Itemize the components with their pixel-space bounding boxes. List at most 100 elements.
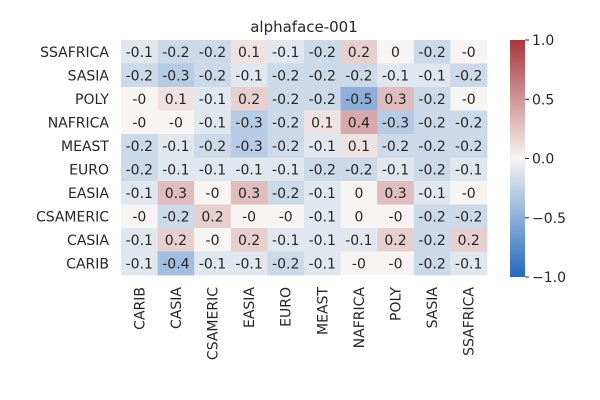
cell-value-label: -0 (132, 209, 146, 225)
cell-value-label: -0.2 (455, 209, 482, 225)
cell-value-label: -0.2 (345, 162, 372, 178)
cell-value-label: -0.2 (418, 209, 445, 225)
cell-value-label: -0.2 (418, 45, 445, 61)
cell-value-label: -0.3 (235, 115, 262, 131)
cell-value-label: -0.3 (235, 139, 262, 155)
cell-value-label: -0.2 (309, 92, 336, 108)
cell-value-label: -0.1 (345, 233, 372, 249)
cell-value-label: 0.1 (165, 92, 187, 108)
row-tick-label: EASIA (68, 186, 109, 202)
column-tick-label: CASIA (169, 287, 185, 329)
cell-value-label: -0.2 (272, 186, 299, 202)
cell-value-label: -0.5 (345, 92, 372, 108)
cell-value-label: 0.2 (238, 92, 260, 108)
cell-value-label: -0.1 (309, 209, 336, 225)
column-tick-label: EASIA (242, 287, 258, 328)
cell-value-label: -0.2 (272, 68, 299, 84)
cell-value-label: -0.2 (345, 68, 372, 84)
cell-value-label: -0.2 (382, 139, 409, 155)
row-tick-label: SSAFRICA (40, 45, 109, 61)
cell-value-label: -0 (389, 256, 403, 272)
cell-value-label: 0.2 (201, 209, 223, 225)
cell-value-label: 0.3 (165, 186, 187, 202)
cell-value-label: 0.2 (458, 233, 480, 249)
cell-value-label: -0.1 (126, 45, 153, 61)
cell-value-label: -0.2 (199, 68, 226, 84)
cell-value-label: -0.1 (309, 256, 336, 272)
cell-value-label: -0 (279, 209, 293, 225)
cell-value-label: -0 (389, 209, 403, 225)
colorbar-tick-label: 1.0 (532, 33, 554, 49)
cell-value-label: 0.2 (165, 233, 187, 249)
cell-value-label: 0 (354, 186, 363, 202)
cell-value-label: 0.1 (311, 115, 333, 131)
colorbar-tick-label: −1.0 (532, 270, 566, 286)
column-tick-label: MEAST (315, 287, 331, 335)
column-tick-label: EURO (279, 287, 295, 327)
cell-value-label: -0.1 (162, 162, 189, 178)
row-tick-label: POLY (75, 92, 109, 108)
row-tick-label: CSAMERIC (36, 209, 109, 225)
cell-value-label: -0.2 (418, 92, 445, 108)
cell-value-label: -0.3 (162, 68, 189, 84)
cell-value-label: -0.2 (272, 139, 299, 155)
cell-value-label: -0.2 (126, 162, 153, 178)
cell-value-label: -0 (206, 186, 220, 202)
cell-value-label: -0 (352, 256, 366, 272)
cell-value-label: 0.3 (384, 186, 406, 202)
cell-value-label: -0.1 (126, 233, 153, 249)
cell-value-label: -0.2 (455, 68, 482, 84)
cell-value-label: -0.1 (455, 256, 482, 272)
cell-value-label: -0.1 (235, 68, 262, 84)
column-tick-labels: CARIB CASIA CSAMERIC EASIA EURO MEAST NAFRICA P… (132, 287, 477, 360)
cell-value-label: -0 (132, 92, 146, 108)
cell-value-label: -0.2 (309, 45, 336, 61)
column-tick-label: POLY (389, 287, 405, 321)
colorbar-gradient (510, 40, 525, 277)
cell-value-label: 0 (354, 209, 363, 225)
cell-value-label: -0.1 (126, 186, 153, 202)
cell-value-label: 0.3 (384, 92, 406, 108)
cell-value-label: -0 (132, 115, 146, 131)
cell-value-label: -0.1 (199, 162, 226, 178)
column-tick-label: SASIA (425, 287, 441, 329)
column-tick-label: CSAMERIC (206, 287, 222, 360)
cell-value-label: -0.1 (272, 162, 299, 178)
cell-value-label: -0.1 (455, 162, 482, 178)
cell-value-label: -0.2 (272, 115, 299, 131)
cell-value-label: -0.2 (126, 139, 153, 155)
cell-value-label: -0.3 (382, 115, 409, 131)
cell-value-label: -0.2 (455, 115, 482, 131)
cell-value-label: -0.4 (162, 256, 189, 272)
cell-value-label: -0.1 (309, 186, 336, 202)
cell-value-label: -0 (462, 186, 476, 202)
cell-value-label: -0.2 (418, 139, 445, 155)
cell-value-label: -0.2 (272, 256, 299, 272)
colorbar-tick-label: 0.5 (532, 92, 554, 108)
cell-value-label: -0.2 (455, 139, 482, 155)
cell-value-label: -0.2 (162, 45, 189, 61)
cell-value-label: -0.2 (309, 68, 336, 84)
cell-value-label: -0.1 (235, 256, 262, 272)
row-tick-label: CARIB (66, 256, 109, 272)
cell-value-label: -0.1 (382, 68, 409, 84)
column-tick-label: CARIB (132, 287, 148, 330)
column-tick-label: SSAFRICA (462, 287, 478, 356)
cell-value-label: -0.1 (418, 68, 445, 84)
cell-value-label: 0.3 (238, 186, 260, 202)
cell-value-label: -0.1 (272, 45, 299, 61)
cell-value-label: -0.1 (309, 139, 336, 155)
cell-value-label: -0.2 (162, 209, 189, 225)
cell-value-label: 0.1 (238, 45, 260, 61)
cell-value-label: -0 (206, 233, 220, 249)
cell-value-label: 0.2 (348, 45, 370, 61)
colorbar-tick-label: 0.0 (532, 152, 554, 168)
cell-value-label: -0.2 (418, 233, 445, 249)
row-tick-label: EURO (69, 162, 109, 178)
row-tick-label: MEAST (61, 139, 109, 155)
cell-value-label: 0.2 (238, 233, 260, 249)
cell-value-label: 0.2 (384, 233, 406, 249)
colorbar: 1.0 0.5 0.0 −0.5 −1.0 (510, 33, 566, 286)
cell-value-label: -0.2 (418, 162, 445, 178)
